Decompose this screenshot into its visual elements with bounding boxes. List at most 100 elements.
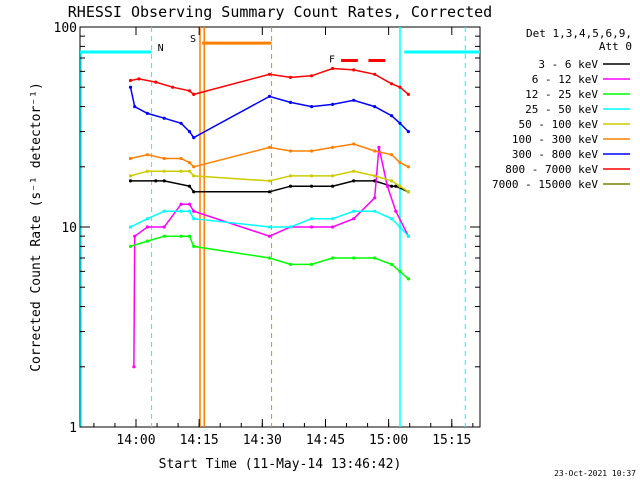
series-point (331, 102, 335, 106)
series-point (128, 156, 133, 161)
series-point (128, 78, 133, 83)
series-point (373, 174, 377, 178)
series-point (390, 179, 394, 183)
series-point (267, 234, 272, 238)
series-line (130, 67, 409, 96)
series-point (288, 174, 293, 178)
series-point (192, 244, 196, 248)
x-tick-label: 14:30 (243, 433, 282, 448)
series-point (187, 130, 192, 134)
series-point (192, 92, 196, 96)
series-point (179, 209, 183, 213)
series-point (154, 80, 158, 84)
series-point (145, 217, 149, 221)
series-point (192, 217, 196, 221)
series-point (331, 174, 335, 178)
series-point (373, 149, 377, 153)
series-point (310, 217, 314, 221)
legend-label: 6 - 12 keV (532, 73, 599, 86)
x-tick-label: 15:00 (369, 433, 408, 448)
series-point (310, 262, 314, 266)
series-point (171, 85, 175, 89)
series-point (406, 92, 410, 96)
series-point (398, 85, 402, 89)
series-point (145, 225, 149, 229)
series-point (288, 149, 293, 153)
series-point (145, 153, 149, 157)
series-point (187, 169, 192, 173)
series-point (154, 179, 158, 183)
series-point (398, 161, 402, 165)
series-point (128, 244, 133, 248)
series-point (390, 262, 394, 266)
series-point (310, 105, 314, 109)
series-point (192, 136, 196, 140)
series-point (267, 145, 272, 149)
y-axis: 1 10 100 (54, 21, 480, 436)
series-point (310, 174, 314, 178)
series-4 (128, 169, 410, 194)
series-point (187, 89, 192, 93)
x-tick-label: 14:15 (180, 433, 219, 448)
series-point (406, 165, 410, 169)
series-line (130, 210, 409, 237)
series-point (267, 179, 272, 183)
series-point (179, 234, 183, 238)
series-point (352, 179, 356, 183)
legend-label: 800 - 7000 keV (505, 163, 598, 176)
series-point (331, 145, 335, 149)
series-2 (128, 234, 410, 281)
series-point (331, 225, 335, 229)
footer-date: 23-Oct-2021 10:37 (554, 469, 636, 478)
series-point (390, 82, 394, 86)
series-3 (128, 209, 410, 238)
legend-label: 25 - 50 keV (525, 103, 598, 116)
series-point (310, 225, 314, 229)
series-point (187, 202, 192, 206)
series-point (133, 234, 137, 238)
series-7 (128, 66, 410, 96)
series-point (373, 196, 377, 200)
series-point (288, 75, 293, 79)
series-point (162, 179, 166, 183)
legend-label: 3 - 6 keV (538, 58, 598, 71)
series-point (373, 256, 377, 260)
x-tick-label: 14:45 (306, 433, 345, 448)
x-tick-label: 14:00 (116, 433, 155, 448)
legend-entries: 3 - 6 keV 6 - 12 keV 12 - 25 keV 25 - 50 ke… (492, 58, 630, 191)
series-point (398, 121, 402, 125)
series-point (145, 239, 149, 243)
series-point (373, 105, 377, 109)
series-point (128, 225, 133, 229)
legend-label: 100 - 300 keV (512, 133, 598, 146)
series-point (133, 105, 137, 109)
legend-label: 12 - 25 keV (525, 88, 598, 101)
series-point (398, 225, 402, 229)
series-point (352, 142, 356, 146)
series-point (192, 190, 196, 194)
series-point (187, 234, 192, 238)
series-point (352, 169, 356, 173)
series-point (192, 209, 196, 213)
series-point (352, 68, 356, 72)
series-layer (128, 66, 410, 369)
y-tick-label: 100 (54, 21, 77, 36)
series-point (267, 256, 272, 260)
series-line (129, 87, 409, 139)
legend-label: 300 - 800 keV (512, 148, 598, 161)
y-axis-label: Corrected Count Rate (s⁻¹ detector⁻¹) (29, 82, 44, 372)
x-axis: 14:00 14:15 14:30 14:45 15:00 15:15 (93, 27, 474, 448)
series-point (331, 66, 335, 71)
series-point (385, 184, 389, 188)
series-point (406, 190, 410, 194)
series-point (267, 94, 272, 98)
legend-label: 7000 - 15000 keV (492, 178, 598, 191)
series-point (406, 277, 410, 281)
series-point (288, 184, 293, 188)
series-point (373, 72, 377, 76)
series-point (390, 153, 394, 157)
series-point (390, 184, 394, 188)
saa-label: S (190, 34, 196, 45)
legend-title: Det 1,3,4,5,6,9, (526, 27, 632, 40)
